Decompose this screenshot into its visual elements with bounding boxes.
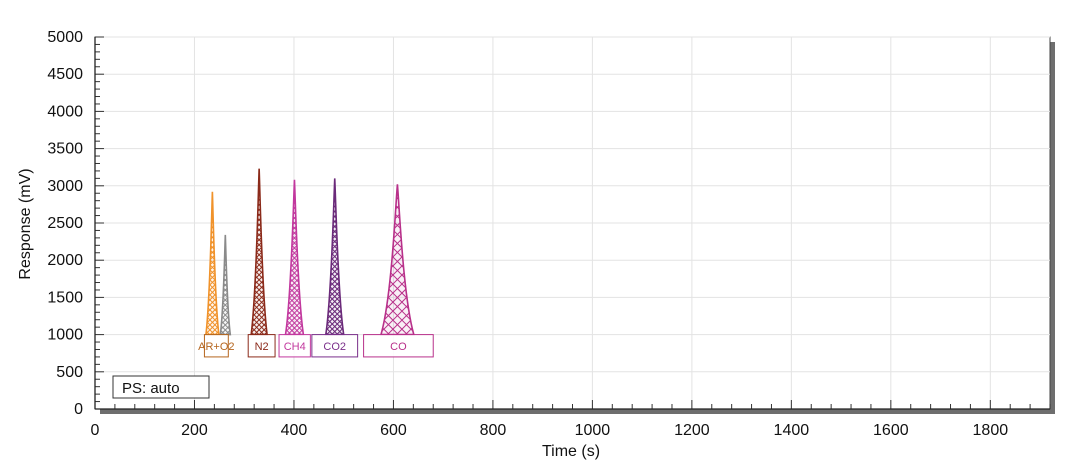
- hatch-line: [205, 191, 219, 335]
- x-tick-label: 0: [91, 422, 100, 439]
- x-tick-label: 1800: [973, 422, 1009, 439]
- hatch-line: [381, 184, 414, 335]
- y-tick-label: 3000: [47, 178, 83, 195]
- peak-label-box: [311, 334, 359, 358]
- hatch-line: [325, 178, 344, 335]
- peak-outline: [219, 234, 232, 336]
- hatch-line: [205, 191, 219, 335]
- hatch-line: [285, 179, 304, 335]
- y-tick-label: 0: [74, 401, 83, 418]
- hatch-line: [205, 191, 219, 335]
- peak-outline: [379, 184, 415, 336]
- y-tick-label: 2500: [47, 215, 83, 232]
- peak-label-box: [247, 334, 276, 358]
- hatch-line: [381, 184, 414, 335]
- hatch-line: [381, 184, 414, 335]
- ps-annotation-text: PS: auto: [122, 380, 180, 397]
- hatch-line: [251, 168, 268, 335]
- peak-label-box: [203, 334, 229, 358]
- peak-label-box: [363, 334, 434, 358]
- peak-label: AR+O2: [198, 341, 234, 353]
- y-tick-label: 500: [56, 364, 83, 381]
- y-tick-label: 5000: [47, 29, 83, 46]
- hatch-line: [325, 178, 344, 335]
- peak-label: CH4: [284, 341, 306, 353]
- hatch-line: [285, 179, 304, 335]
- hatch-line: [285, 179, 304, 335]
- hatch-line: [251, 168, 268, 335]
- y-tick-label: 1000: [47, 327, 83, 344]
- hatch-line: [285, 179, 304, 335]
- x-tick-label: 1200: [674, 422, 710, 439]
- x-tick-label: 1600: [873, 422, 909, 439]
- hatch-line: [251, 168, 268, 335]
- peak-label: CO: [390, 341, 407, 353]
- peak-outline: [324, 178, 345, 336]
- peak-outline: [205, 191, 220, 336]
- x-tick-label: 1000: [575, 422, 611, 439]
- x-tick-label: 800: [480, 422, 507, 439]
- hatch-line: [220, 234, 231, 335]
- hatch-line: [251, 168, 268, 335]
- hatch-line: [381, 184, 414, 335]
- peak-label: N2: [255, 341, 269, 353]
- x-tick-label: 200: [181, 422, 208, 439]
- hatch-line: [285, 179, 304, 335]
- peak-outline: [250, 168, 269, 336]
- hatch-line: [381, 184, 414, 335]
- hatch-line: [251, 168, 268, 335]
- hatch-line: [220, 234, 231, 335]
- y-tick-label: 4000: [47, 103, 83, 120]
- hatch-line: [285, 179, 304, 335]
- peak-label-box: [278, 334, 311, 358]
- hatch-line: [251, 168, 268, 335]
- hatch-line: [205, 191, 219, 335]
- y-tick-label: 2000: [47, 252, 83, 269]
- ps-annotation: PS: auto: [112, 375, 210, 399]
- y-tick-label: 4500: [47, 66, 83, 83]
- hatch-line: [325, 178, 344, 335]
- hatch-line: [325, 178, 344, 335]
- hatch-line: [325, 178, 344, 335]
- peak-label: CO2: [323, 341, 346, 353]
- x-tick-label: 1400: [774, 422, 810, 439]
- x-axis-title: Time (s): [542, 443, 600, 460]
- hatch-line: [205, 191, 219, 335]
- x-tick-label: 400: [281, 422, 308, 439]
- y-tick-label: 3500: [47, 141, 83, 158]
- hatch-line: [381, 184, 414, 335]
- y-axis-title: Response (mV): [17, 168, 34, 279]
- peak-outline: [284, 179, 305, 336]
- x-tick-label: 600: [380, 422, 407, 439]
- hatch-line: [220, 234, 231, 335]
- hatch-line: [205, 191, 219, 335]
- y-tick-label: 1500: [47, 289, 83, 306]
